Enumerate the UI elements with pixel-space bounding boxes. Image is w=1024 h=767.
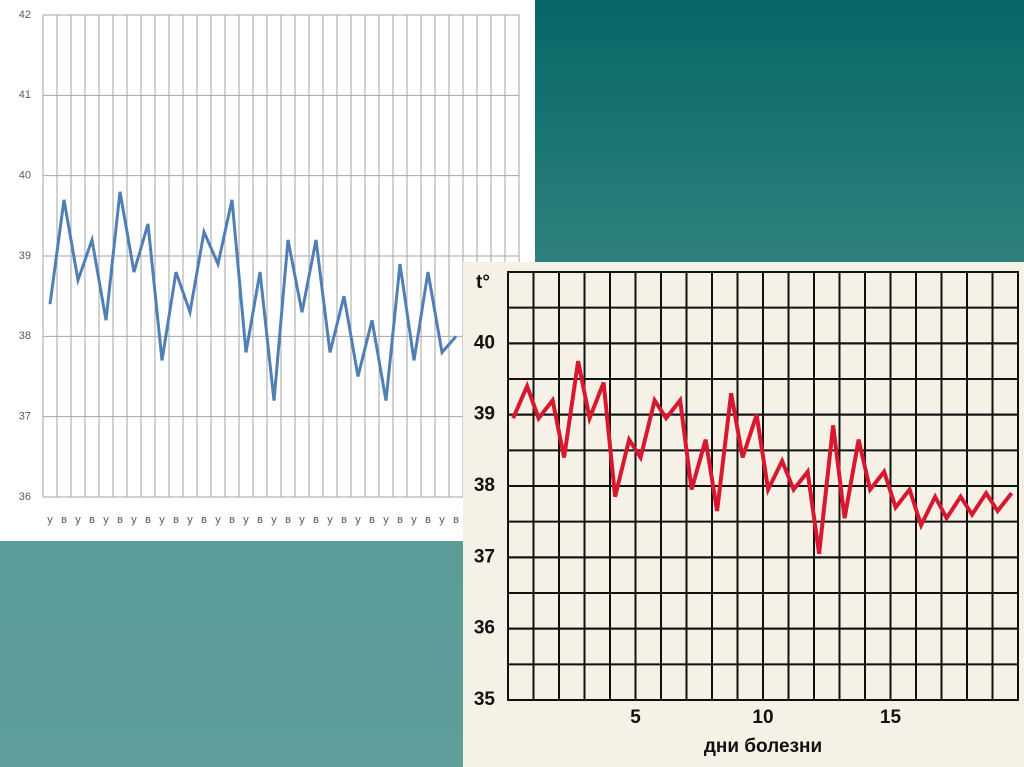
x-tick-label: в [61, 514, 67, 526]
x-tick-label: у [131, 514, 137, 526]
y-tick-label: 35 [474, 689, 496, 710]
y-tick-label: 41 [19, 89, 31, 101]
y-axis-label: t° [476, 272, 490, 293]
x-tick-label: у [103, 514, 109, 526]
y-tick-label: 36 [474, 618, 495, 639]
x-tick-label: у [383, 514, 389, 526]
x-tick-label: в [453, 514, 459, 526]
x-tick-label: в [257, 514, 263, 526]
chart2-panel [463, 262, 1024, 767]
chart2: 5 10 15 дни болезни t° 35 36 37 38 39 40 [474, 271, 1019, 757]
x-tick-label: у [439, 514, 445, 526]
x-tick-label: у [299, 514, 305, 526]
y-tick-label: 37 [19, 411, 31, 423]
x-tick-label: 15 [880, 707, 902, 728]
x-tick-label: в [173, 514, 179, 526]
y-tick-label: 38 [19, 330, 31, 342]
x-tick-label: в [425, 514, 431, 526]
y-tick-label: 40 [474, 332, 495, 353]
x-tick-label: 5 [630, 707, 641, 728]
x-tick-label: в [341, 514, 347, 526]
plot-frame [507, 271, 1019, 701]
x-tick-label: у [75, 514, 81, 526]
x-tick-label: у [355, 514, 361, 526]
x-axis-label: дни болезни [704, 736, 822, 757]
x-tick-label: в [89, 514, 95, 526]
x-tick-label: у [271, 514, 277, 526]
x-tick-label: в [369, 514, 375, 526]
x-tick-label: у [215, 514, 221, 526]
line-series [48, 191, 458, 401]
y-tick-label: 39 [474, 404, 495, 425]
y-tick-label: 40 [19, 170, 31, 182]
line-series [511, 360, 1014, 555]
x-tick-label: в [397, 514, 403, 526]
y-tick-label: 38 [474, 475, 495, 496]
x-tick-label: в [117, 514, 123, 526]
x-tick-label: в [229, 514, 235, 526]
x-tick-label: в [145, 514, 151, 526]
x-tick-label: в [201, 514, 207, 526]
x-tick-label: у [187, 514, 193, 526]
x-tick-label: у [327, 514, 333, 526]
x-tick-label: у [159, 514, 165, 526]
x-tick-label: в [313, 514, 319, 526]
x-tick-label: 10 [752, 707, 773, 728]
x-tick-label: у [47, 514, 53, 526]
y-tick-label: 42 [19, 9, 31, 21]
y-tick-label: 37 [474, 546, 495, 567]
x-tick-label: у [411, 514, 417, 526]
y-tick-label: 36 [19, 491, 31, 503]
y-tick-label: 39 [19, 250, 31, 262]
x-tick-label: у [243, 514, 249, 526]
x-tick-label: в [285, 514, 291, 526]
